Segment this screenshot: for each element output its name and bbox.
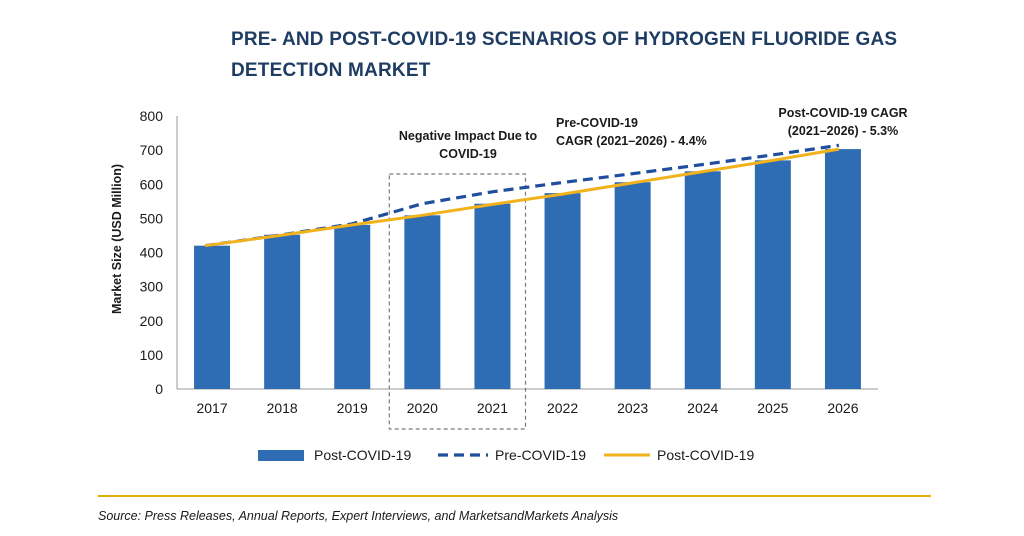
y-tick-label: 300 xyxy=(140,279,164,295)
x-tick-label: 2023 xyxy=(617,400,648,416)
x-tick-label: 2018 xyxy=(267,400,298,416)
bar xyxy=(684,171,721,389)
y-tick-label: 400 xyxy=(140,245,164,261)
x-axis-ticks: 2017 2018 2019 2020 2021 2022 2023 2024 2025 2026 xyxy=(196,400,858,416)
x-tick-label: 2019 xyxy=(337,400,368,416)
source-divider xyxy=(98,495,931,497)
x-tick-label: 2022 xyxy=(547,400,578,416)
y-tick-label: 0 xyxy=(155,381,163,397)
legend-label: Post-COVID-19 xyxy=(657,447,754,463)
bar xyxy=(474,203,511,389)
chart-title: PRE- AND POST-COVID-19 SCENARIOS OF HYDR… xyxy=(231,29,898,81)
pre-covid-line xyxy=(204,143,840,248)
post-covid-line xyxy=(204,147,840,248)
x-tick-label: 2025 xyxy=(757,400,788,416)
legend: Post-COVID-19 Pre-COVID-19 Post-COVID-19 xyxy=(258,447,754,463)
y-tick-label: 800 xyxy=(140,108,164,124)
x-tick-label: 2026 xyxy=(827,400,858,416)
y-axis-title: Market Size (USD Million) xyxy=(110,164,124,314)
y-axis-ticks: 0 100 200 300 400 500 600 700 800 xyxy=(140,108,164,397)
legend-label: Post-COVID-19 xyxy=(314,447,411,463)
y-tick-label: 700 xyxy=(140,142,164,158)
y-tick-label: 500 xyxy=(140,210,164,226)
bar xyxy=(754,160,791,389)
bar xyxy=(334,224,371,389)
annotation: Negative Impact Due to COVID-19 xyxy=(399,129,538,161)
y-tick-label: 600 xyxy=(140,176,164,192)
annotation: Post-COVID-19 CAGR (2021–2026) - 5.3% xyxy=(778,106,907,138)
covid-impact-box xyxy=(388,173,527,430)
x-tick-label: 2021 xyxy=(477,400,508,416)
legend-swatch-bar xyxy=(258,450,304,461)
bar xyxy=(824,149,861,389)
x-tick-label: 2024 xyxy=(687,400,718,416)
annotations: Negative Impact Due to COVID-19 Pre-COVID-… xyxy=(399,106,908,161)
legend-label: Pre-COVID-19 xyxy=(495,447,586,463)
bar xyxy=(264,234,301,389)
x-tick-label: 2020 xyxy=(407,400,438,416)
y-tick-label: 200 xyxy=(140,313,164,329)
bar xyxy=(194,245,231,389)
bar xyxy=(544,193,581,389)
bar xyxy=(404,215,441,389)
source-note: Source: Press Releases, Annual Reports, … xyxy=(98,509,619,523)
bar xyxy=(614,182,651,389)
y-tick-label: 100 xyxy=(140,347,164,363)
x-tick-label: 2017 xyxy=(196,400,227,416)
annotation: Pre-COVID-19 CAGR (2021–2026) - 4.4% xyxy=(556,116,707,148)
bars xyxy=(194,149,861,389)
